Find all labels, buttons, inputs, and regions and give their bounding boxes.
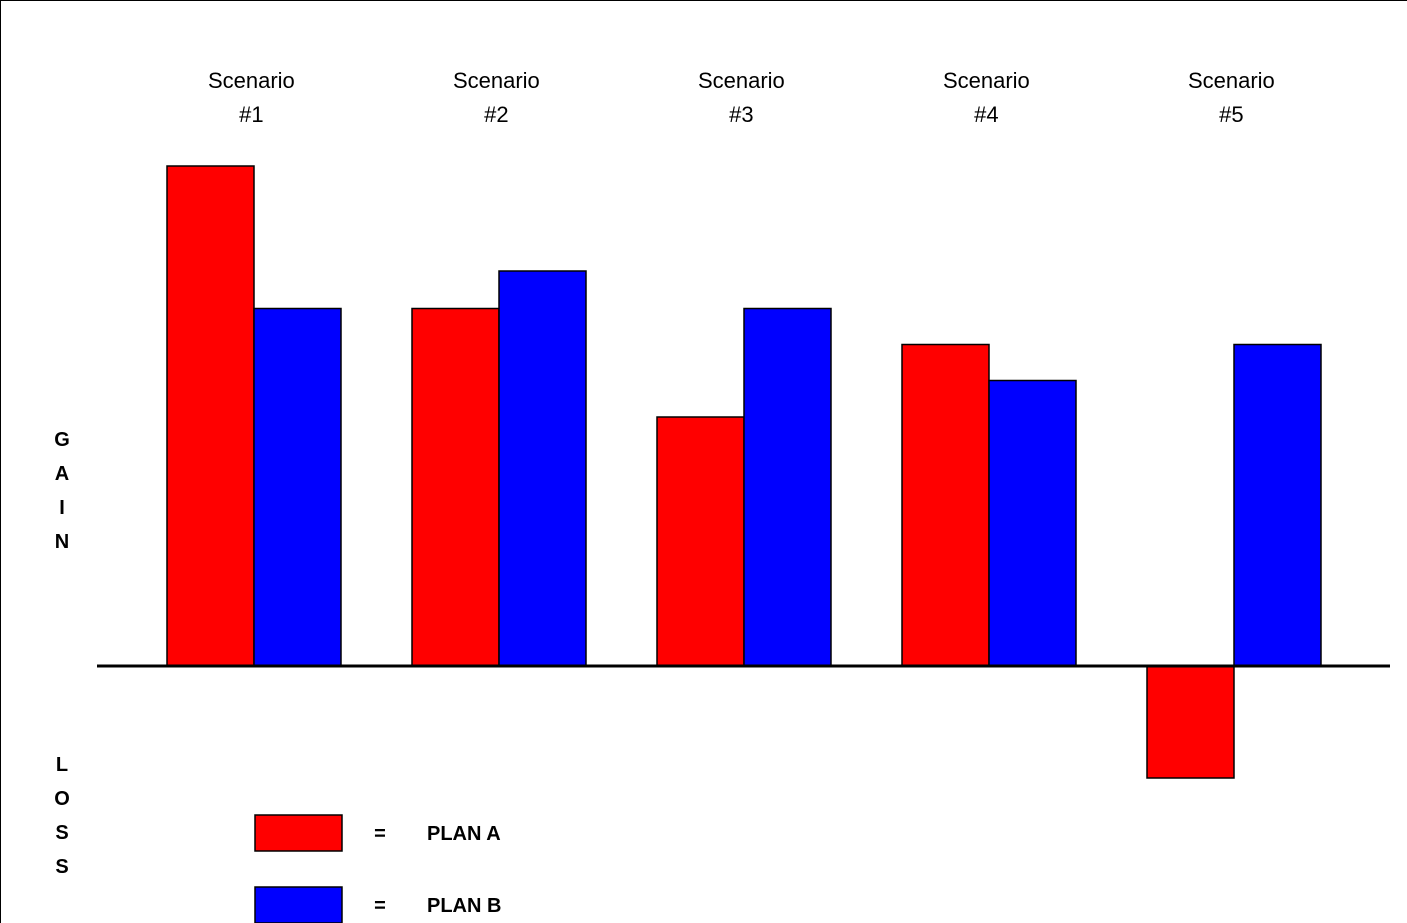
gain-axis-label-letter: N [55, 531, 69, 553]
category-label-3: Scenario #3 [698, 68, 785, 127]
legend-swatch-2 [254, 886, 343, 923]
legend: = PLAN A = PLAN B [254, 814, 501, 923]
loss-axis-label-letter: O [54, 788, 70, 810]
legend-label-1: PLAN A [427, 823, 501, 845]
legend-swatch-1 [254, 814, 343, 852]
bar-a-4 [901, 343, 990, 667]
bar-b-5 [1233, 343, 1322, 667]
bar-a-3 [656, 416, 745, 667]
bar-a-1 [166, 165, 255, 667]
category-label-2: Scenario #2 [453, 68, 540, 127]
category-label-4: Scenario #4 [943, 68, 1030, 127]
loss-axis-label-letter: S [55, 856, 68, 878]
category-labels: Scenario #1 Scenario #2 Scenario #3 Scenario #4… [208, 68, 1275, 127]
gain-axis-label-letter: G [54, 429, 70, 451]
bar-a-5 [1146, 665, 1235, 779]
loss-axis-label-letter: S [55, 822, 68, 844]
bar-b-4 [988, 379, 1077, 667]
legend-equals-1: = [374, 823, 386, 845]
category-label-5: Scenario #5 [1188, 68, 1275, 127]
bar-a-2 [411, 307, 500, 667]
bar-b-2 [498, 270, 587, 667]
legend-label-2: PLAN B [427, 895, 501, 917]
bars-layer [166, 165, 1322, 779]
gain-axis-label-letter: A [55, 463, 69, 485]
bar-b-1 [253, 307, 342, 667]
bar-b-3 [743, 307, 832, 667]
legend-equals-2: = [374, 895, 386, 917]
gain-axis-label-letter: I [59, 497, 65, 519]
category-label-1: Scenario #1 [208, 68, 295, 127]
loss-axis-label-letter: L [56, 754, 68, 776]
